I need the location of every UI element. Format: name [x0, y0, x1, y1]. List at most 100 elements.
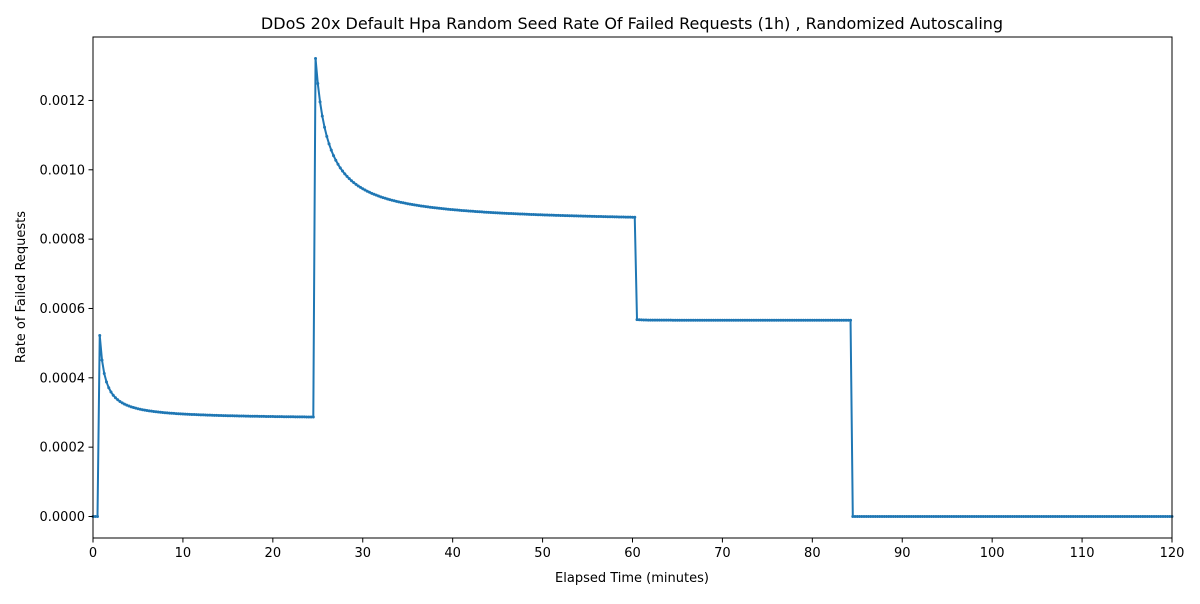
data-point	[891, 515, 895, 518]
data-point	[496, 211, 500, 215]
data-point	[871, 515, 875, 518]
data-point	[100, 358, 104, 362]
data-point	[592, 214, 596, 218]
data-point	[316, 82, 320, 85]
data-point	[938, 515, 942, 518]
data-point	[1100, 515, 1104, 518]
data-point	[239, 414, 243, 418]
data-point	[172, 411, 176, 415]
data-point	[572, 214, 576, 218]
data-point	[1055, 515, 1059, 518]
data-point	[808, 318, 812, 322]
data-point	[743, 318, 747, 322]
data-point	[1154, 515, 1158, 518]
data-point	[415, 203, 419, 207]
data-point	[896, 515, 900, 518]
data-point	[197, 413, 201, 417]
data-point	[538, 213, 542, 217]
data-point	[999, 515, 1003, 518]
data-point	[311, 415, 315, 419]
data-point	[320, 114, 324, 118]
data-point	[855, 515, 859, 518]
x-tick-label: 30	[354, 546, 371, 561]
data-point	[934, 515, 938, 518]
data-point	[907, 515, 911, 518]
data-point	[1071, 515, 1075, 518]
data-point	[1073, 515, 1077, 518]
data-point	[480, 210, 484, 214]
data-point	[579, 214, 583, 218]
data-point	[889, 515, 893, 518]
data-point	[1136, 515, 1140, 518]
data-point	[543, 213, 547, 217]
data-point	[412, 203, 416, 207]
x-tick-label: 20	[265, 546, 282, 561]
data-point	[1013, 515, 1017, 518]
data-point	[307, 415, 311, 419]
data-point	[918, 515, 922, 518]
data-point	[705, 318, 709, 322]
data-point	[125, 403, 129, 407]
data-point	[849, 318, 853, 322]
data-point	[945, 515, 949, 518]
data-point	[219, 414, 223, 418]
data-point	[680, 318, 684, 322]
data-point	[1042, 515, 1046, 518]
data-point	[970, 515, 974, 518]
data-point	[1143, 515, 1147, 518]
data-point	[203, 413, 207, 417]
data-point	[471, 209, 475, 213]
data-point	[556, 213, 560, 217]
data-point	[1001, 515, 1005, 518]
data-point	[199, 413, 203, 417]
data-point	[1037, 515, 1041, 518]
data-point	[716, 318, 720, 322]
data-point	[914, 515, 918, 518]
series-markers	[91, 57, 1174, 518]
data-point	[869, 515, 873, 518]
data-point	[691, 318, 695, 322]
data-point	[898, 515, 902, 518]
data-point	[727, 318, 731, 322]
data-point	[183, 412, 187, 416]
data-point	[1053, 515, 1057, 518]
data-point	[880, 515, 884, 518]
data-point	[174, 412, 178, 416]
data-point	[639, 318, 643, 322]
data-point	[1024, 515, 1028, 518]
data-point	[305, 415, 309, 419]
data-point	[990, 515, 994, 518]
chart-title: DDoS 20x Default Hpa Random Seed Rate Of…	[261, 14, 1003, 33]
data-point	[718, 318, 722, 322]
data-point	[107, 386, 111, 390]
data-point	[507, 211, 511, 215]
x-tick-label: 10	[175, 546, 192, 561]
data-point	[520, 212, 524, 216]
data-point	[1159, 515, 1163, 518]
data-point	[988, 515, 992, 518]
data-point	[696, 318, 700, 322]
data-point	[487, 210, 491, 214]
data-point	[185, 412, 189, 416]
data-point	[671, 318, 675, 322]
data-point	[399, 200, 403, 204]
data-point	[1139, 515, 1143, 518]
data-point	[527, 212, 531, 216]
data-point	[327, 142, 331, 146]
data-point	[559, 213, 563, 217]
data-point	[302, 415, 306, 419]
data-point	[511, 212, 515, 216]
data-point	[795, 318, 799, 322]
data-point	[801, 318, 805, 322]
data-point	[1049, 515, 1053, 518]
data-point	[341, 169, 345, 173]
data-point	[1157, 515, 1161, 518]
data-point	[332, 154, 336, 158]
data-point	[1006, 515, 1010, 518]
data-point	[1098, 515, 1102, 518]
data-point	[1035, 515, 1039, 518]
data-point	[228, 414, 232, 418]
data-point	[1132, 515, 1136, 518]
data-point	[885, 515, 889, 518]
data-point	[577, 214, 581, 218]
